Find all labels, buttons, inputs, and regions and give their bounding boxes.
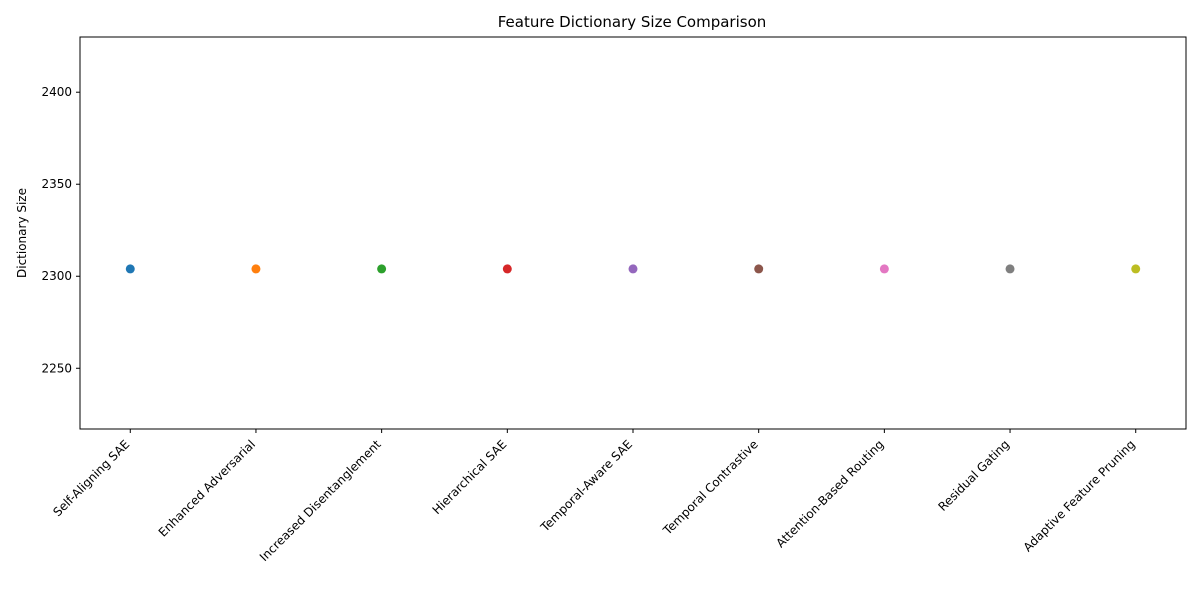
data-point bbox=[1131, 264, 1141, 274]
plot-area: 2250 2300 2350 2400 Self-Aligning SAE Enhance… bbox=[41, 85, 1141, 564]
x-tick-label: Adaptive Feature Pruning bbox=[1021, 437, 1138, 554]
x-tick-label: Self-Aligning SAE bbox=[50, 437, 132, 519]
data-point bbox=[628, 264, 638, 274]
y-axis-label: Dictionary Size bbox=[15, 188, 29, 278]
y-tick-label: 2300 bbox=[41, 269, 72, 283]
data-point bbox=[502, 264, 512, 274]
axes-frame bbox=[79, 36, 1187, 430]
data-point bbox=[251, 264, 261, 274]
y-tick-label: 2350 bbox=[41, 177, 72, 191]
x-tick-label: Residual Gating bbox=[936, 437, 1013, 514]
x-tick-label: Temporal Contrastive bbox=[660, 437, 761, 538]
data-point bbox=[377, 264, 387, 274]
data-point bbox=[754, 264, 764, 274]
chart-title: Feature Dictionary Size Comparison bbox=[498, 13, 767, 31]
data-point bbox=[125, 264, 135, 274]
data-point bbox=[879, 264, 889, 274]
data-point bbox=[1005, 264, 1015, 274]
x-tick-label: Increased Disentanglement bbox=[257, 437, 384, 564]
x-tick-label: Temporal-Aware SAE bbox=[537, 437, 635, 535]
x-tick-label: Hierarchical SAE bbox=[430, 437, 510, 517]
y-tick-label: 2250 bbox=[41, 361, 72, 375]
y-tick-label: 2400 bbox=[41, 85, 72, 99]
x-tick-label: Enhanced Adversarial bbox=[156, 437, 258, 539]
x-tick-label: Attention-Based Routing bbox=[773, 437, 886, 550]
